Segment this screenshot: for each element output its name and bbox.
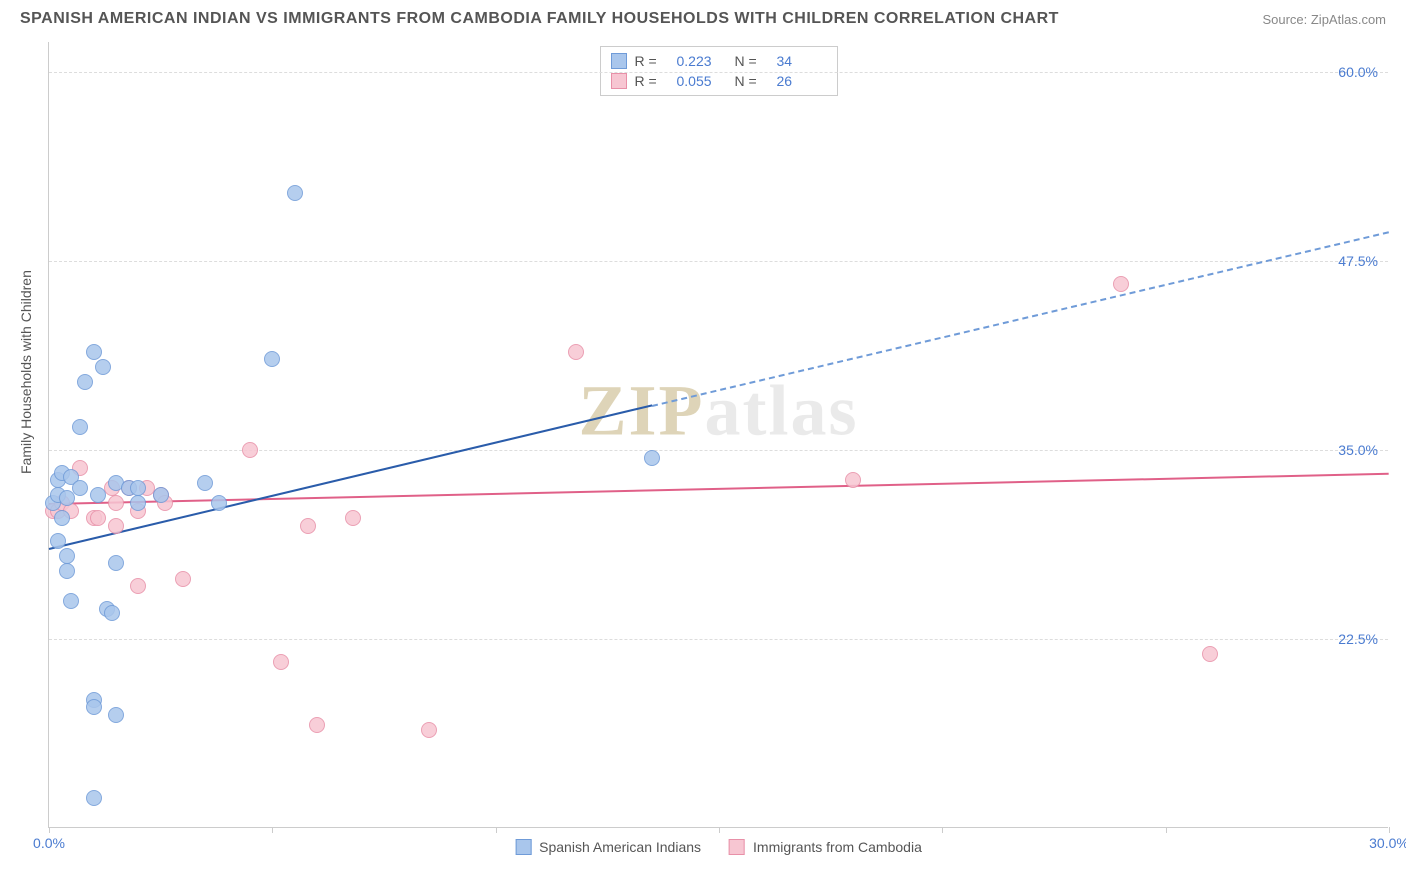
scatter-point xyxy=(175,571,191,587)
r-value-a: 0.223 xyxy=(677,53,727,69)
scatter-point xyxy=(54,510,70,526)
plot-area: ZIPatlas R = 0.223 N = 34 R = 0.055 N = … xyxy=(48,42,1388,828)
n-label: N = xyxy=(735,53,769,69)
scatter-point xyxy=(1202,646,1218,662)
scatter-point xyxy=(421,722,437,738)
scatter-point xyxy=(287,185,303,201)
scatter-point xyxy=(130,578,146,594)
scatter-point xyxy=(86,699,102,715)
scatter-point xyxy=(130,480,146,496)
scatter-point xyxy=(104,605,120,621)
chart-title: SPANISH AMERICAN INDIAN VS IMMIGRANTS FR… xyxy=(20,10,1059,28)
stats-legend-box: R = 0.223 N = 34 R = 0.055 N = 26 xyxy=(600,46,838,96)
scatter-point xyxy=(77,374,93,390)
x-tick-mark xyxy=(49,827,50,833)
y-tick-label: 35.0% xyxy=(1338,442,1378,458)
scatter-point xyxy=(242,442,258,458)
scatter-point xyxy=(50,533,66,549)
swatch-series-a xyxy=(611,53,627,69)
x-tick-mark xyxy=(942,827,943,833)
chart-container: Family Households with Children ZIPatlas… xyxy=(0,34,1406,884)
scatter-point xyxy=(108,495,124,511)
scatter-point xyxy=(90,487,106,503)
gridline-h xyxy=(49,72,1388,73)
scatter-point xyxy=(153,487,169,503)
swatch-series-b xyxy=(729,839,745,855)
legend-item-a: Spanish American Indians xyxy=(515,839,701,855)
scatter-point xyxy=(86,790,102,806)
watermark-prefix: ZIP xyxy=(578,370,704,450)
scatter-point xyxy=(845,472,861,488)
x-tick-mark xyxy=(496,827,497,833)
gridline-h xyxy=(49,261,1388,262)
scatter-point xyxy=(130,495,146,511)
swatch-series-b xyxy=(611,73,627,89)
y-tick-label: 47.5% xyxy=(1338,253,1378,269)
scatter-point xyxy=(273,654,289,670)
legend-item-b: Immigrants from Cambodia xyxy=(729,839,922,855)
swatch-series-a xyxy=(515,839,531,855)
scatter-point xyxy=(63,593,79,609)
scatter-point xyxy=(197,475,213,491)
scatter-point xyxy=(309,717,325,733)
scatter-point xyxy=(59,490,75,506)
scatter-point xyxy=(86,344,102,360)
scatter-point xyxy=(211,495,227,511)
x-tick-mark xyxy=(272,827,273,833)
scatter-point xyxy=(644,450,660,466)
scatter-point xyxy=(264,351,280,367)
legend-label-b: Immigrants from Cambodia xyxy=(753,839,922,855)
legend-bottom: Spanish American Indians Immigrants from… xyxy=(515,839,922,855)
n-value-a: 34 xyxy=(777,53,827,69)
scatter-point xyxy=(95,359,111,375)
scatter-point xyxy=(72,480,88,496)
r-label: R = xyxy=(635,53,669,69)
gridline-h xyxy=(49,639,1388,640)
y-tick-label: 60.0% xyxy=(1338,64,1378,80)
x-tick-label: 30.0% xyxy=(1369,835,1406,851)
r-value-b: 0.055 xyxy=(677,73,727,89)
r-label: R = xyxy=(635,73,669,89)
scatter-point xyxy=(345,510,361,526)
scatter-point xyxy=(300,518,316,534)
y-tick-label: 22.5% xyxy=(1338,631,1378,647)
scatter-point xyxy=(108,518,124,534)
stats-row-b: R = 0.055 N = 26 xyxy=(611,71,827,91)
stats-row-a: R = 0.223 N = 34 xyxy=(611,51,827,71)
legend-label-a: Spanish American Indians xyxy=(539,839,701,855)
scatter-point xyxy=(72,419,88,435)
trend-line xyxy=(49,405,652,551)
n-label: N = xyxy=(735,73,769,89)
n-value-b: 26 xyxy=(777,73,827,89)
trend-line xyxy=(652,231,1389,407)
scatter-point xyxy=(108,555,124,571)
x-tick-mark xyxy=(1166,827,1167,833)
scatter-point xyxy=(59,563,75,579)
x-tick-label: 0.0% xyxy=(33,835,65,851)
source-label: Source: ZipAtlas.com xyxy=(1262,12,1386,27)
watermark-suffix: atlas xyxy=(705,370,859,450)
scatter-point xyxy=(90,510,106,526)
scatter-point xyxy=(1113,276,1129,292)
scatter-point xyxy=(108,707,124,723)
scatter-point xyxy=(568,344,584,360)
y-axis-label: Family Households with Children xyxy=(18,270,34,474)
scatter-point xyxy=(59,548,75,564)
x-tick-mark xyxy=(719,827,720,833)
x-tick-mark xyxy=(1389,827,1390,833)
